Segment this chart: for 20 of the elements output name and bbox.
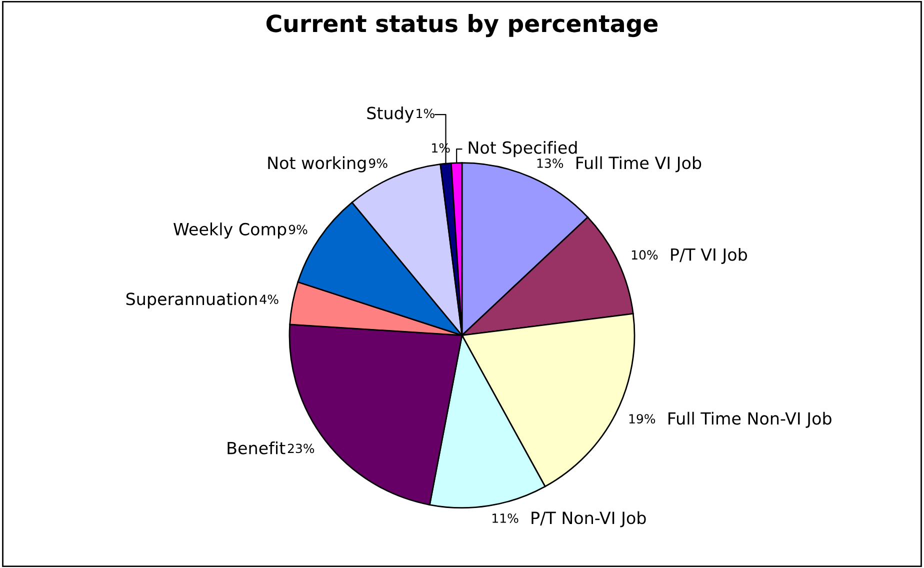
data-label: 9% <box>288 224 308 234</box>
slice-label: Full Time VI Job <box>576 156 702 172</box>
data-label: 19% <box>629 414 656 424</box>
data-label: 1% <box>416 108 434 118</box>
slice-label: Weekly Comp <box>174 222 286 239</box>
slice-label: P/T Non-VI Job <box>532 511 646 528</box>
chart-title: Current status by percentage <box>266 14 658 38</box>
data-label: 4% <box>260 294 278 304</box>
data-label: 11% <box>492 514 518 523</box>
data-label: 9% <box>368 158 388 168</box>
slice-label: Study <box>367 106 414 123</box>
data-label: 13% <box>537 158 564 168</box>
slice-label: Superannuation <box>126 292 257 308</box>
slice-label: P/T VI Job <box>671 248 747 264</box>
slice-label: Not Specified <box>468 140 577 158</box>
slice-label: Full Time Non-VI Job <box>668 412 832 428</box>
slice-label: Not working <box>268 156 366 172</box>
slice-label: Benefit <box>228 441 286 454</box>
data-label: 10% <box>632 250 658 260</box>
data-label: 23% <box>288 444 314 454</box>
